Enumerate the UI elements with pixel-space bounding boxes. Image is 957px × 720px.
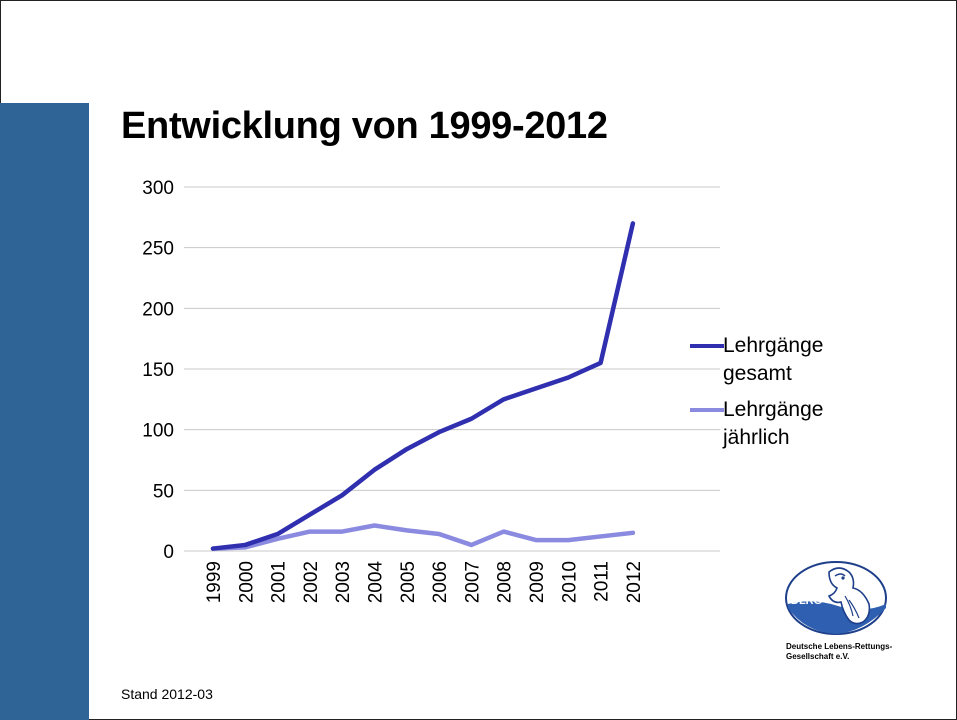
- data-point: [503, 531, 505, 533]
- dlrg-logo: DLRG: [785, 561, 887, 635]
- data-point: [632, 532, 634, 534]
- y-tick-label: 150: [142, 360, 174, 381]
- data-point: [470, 418, 472, 420]
- legend-label-gesamt: Lehrgänge gesamt: [723, 334, 824, 385]
- data-point: [438, 431, 440, 433]
- data-point: [600, 362, 602, 364]
- slide-title: Entwicklung von 1999-2012: [121, 105, 608, 147]
- legend-swatch-jaehrlich: [690, 408, 724, 412]
- chart-legend: Lehrgänge gesamt Lehrgänge jährlich: [690, 332, 870, 460]
- data-point: [309, 531, 311, 533]
- grid-lines: [184, 186, 720, 552]
- series-lines: [210, 221, 636, 551]
- logo-text: DLRG: [791, 595, 822, 607]
- data-point: [341, 494, 343, 496]
- data-point: [567, 376, 569, 378]
- series-line-gesamt: [210, 221, 636, 551]
- data-point: [438, 533, 440, 535]
- data-point: [244, 544, 246, 546]
- legend-item-jaehrlich: Lehrgänge jährlich: [690, 396, 870, 456]
- data-point: [406, 448, 408, 450]
- x-tick-label: 2008: [495, 561, 516, 603]
- y-axis-ticks: 0 50 100 150 200 250 300: [142, 178, 174, 563]
- data-point: [277, 533, 279, 535]
- data-point: [374, 525, 375, 527]
- x-tick-label: 2002: [301, 561, 322, 603]
- data-point: [277, 538, 279, 540]
- data-point: [632, 222, 634, 224]
- data-point: [535, 539, 537, 541]
- data-point: [567, 539, 569, 541]
- x-tick-label: 2012: [624, 561, 645, 603]
- x-axis-ticks: 1999 2000 2001 2002 2003 2004 2005 2006 2007 2008…: [204, 561, 645, 604]
- data-point: [600, 535, 602, 537]
- y-tick-label: 0: [163, 542, 174, 563]
- y-tick-label: 300: [142, 178, 174, 199]
- x-tick-label: 1999: [204, 561, 225, 603]
- x-tick-label: 2009: [527, 561, 548, 603]
- x-tick-label: 2000: [236, 561, 257, 603]
- logo-caption: Deutsche Lebens-Rettungs- Gesellschaft e…: [786, 642, 892, 662]
- y-tick-label: 250: [142, 239, 174, 260]
- y-tick-label: 50: [153, 481, 174, 502]
- legend-label-jaehrlich: Lehrgänge jährlich: [723, 398, 824, 449]
- x-tick-label: 2001: [269, 561, 290, 603]
- data-point: [309, 514, 311, 516]
- data-point: [535, 387, 537, 389]
- x-tick-label: 2010: [559, 561, 580, 603]
- data-point: [212, 548, 214, 550]
- x-tick-label: 2004: [366, 561, 387, 604]
- data-point: [406, 529, 408, 531]
- sidebar-accent: [0, 103, 89, 720]
- y-tick-label: 200: [142, 299, 174, 320]
- legend-swatch-gesamt: [690, 344, 724, 348]
- data-point: [503, 398, 505, 400]
- data-point: [341, 531, 343, 533]
- x-tick-label: 2006: [430, 561, 451, 603]
- y-tick-label: 100: [142, 421, 174, 442]
- logo-caption-line2: Gesellschaft e.V.: [786, 652, 850, 661]
- x-tick-label: 2007: [462, 561, 483, 603]
- footnote: Stand 2012-03: [121, 686, 213, 702]
- data-point: [374, 469, 375, 471]
- legend-item-gesamt: Lehrgänge gesamt: [690, 332, 870, 392]
- data-point: [470, 544, 472, 546]
- x-tick-label: 2011: [592, 561, 613, 602]
- logo-caption-line1: Deutsche Lebens-Rettungs-: [786, 642, 893, 651]
- series-line-jaehrlich: [210, 523, 636, 551]
- x-tick-label: 2005: [398, 561, 419, 603]
- x-tick-label: 2003: [333, 561, 354, 603]
